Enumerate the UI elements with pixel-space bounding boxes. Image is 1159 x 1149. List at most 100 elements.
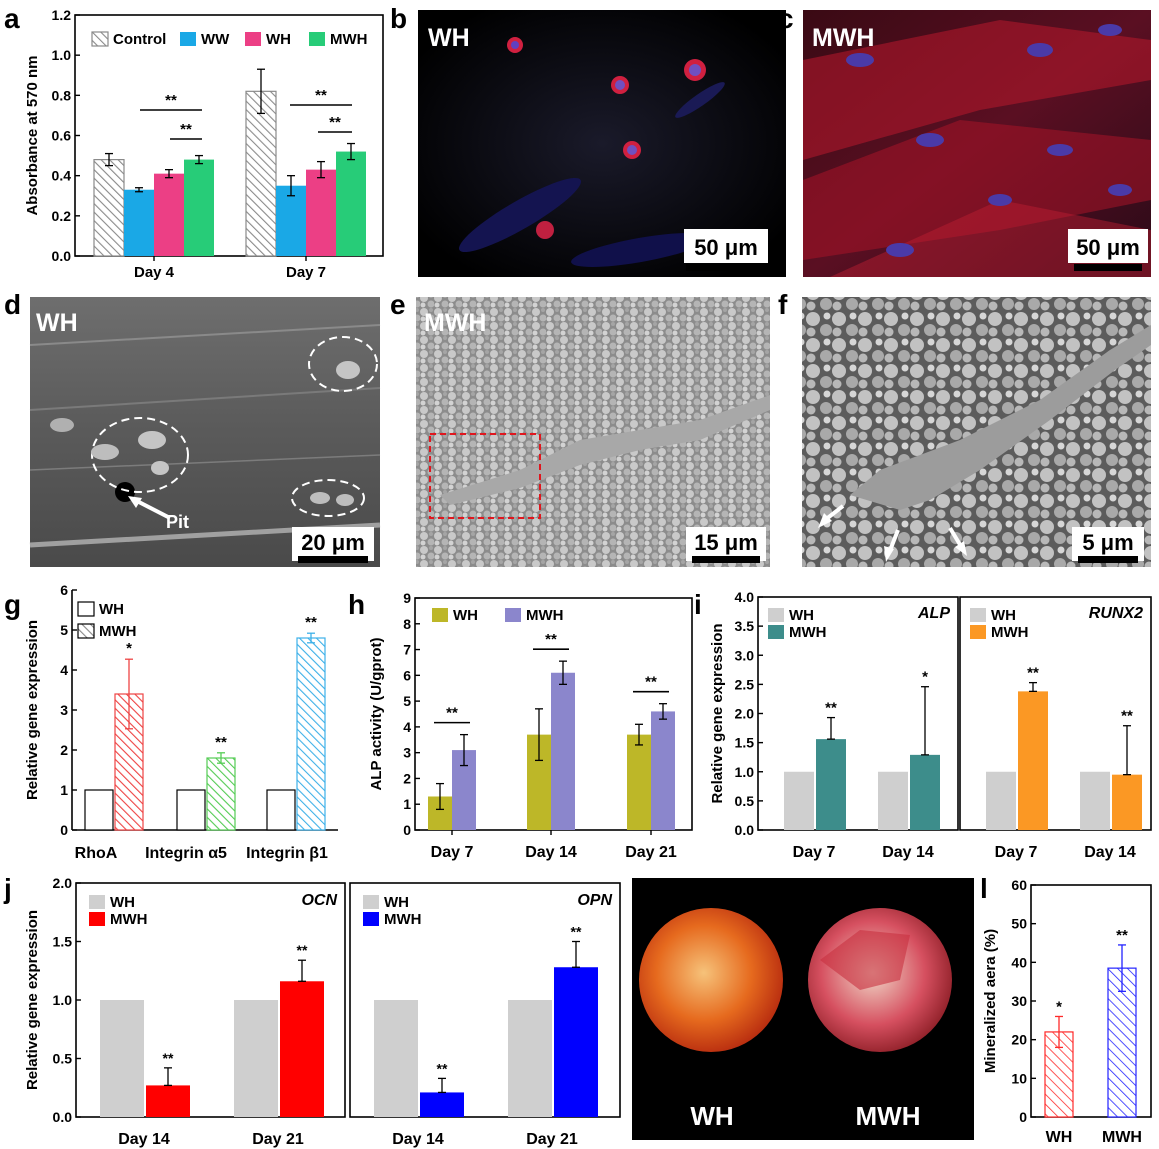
chart-j-bar-mwh bbox=[280, 981, 324, 1117]
chart-h-legend-mwh-label: MWH bbox=[526, 607, 564, 624]
chart-a-legend-ww-label: WW bbox=[201, 31, 230, 48]
chart-a-bar-wh bbox=[154, 173, 184, 256]
chart-a-x-label: Day 4 bbox=[134, 264, 175, 281]
panel-letter-h: h bbox=[348, 589, 365, 620]
chart-i-y-tick-label: 2.5 bbox=[735, 676, 755, 692]
chart-a-legend-control-swatch bbox=[91, 31, 109, 47]
chart-h-sig-bracket-label: ** bbox=[645, 674, 657, 691]
chart-l-y-tick-label: 50 bbox=[1011, 916, 1027, 932]
scale-label-box-b bbox=[684, 229, 768, 263]
image-k-left-label: WH bbox=[690, 1101, 733, 1131]
scale-bar-f bbox=[1078, 556, 1138, 563]
chart-g-sig-label: * bbox=[126, 640, 132, 657]
chart-a-sig-bracket-label: ** bbox=[180, 121, 192, 138]
chart-i-legend-mwh-swatch bbox=[970, 625, 986, 639]
scale-label-d: 20 μm bbox=[301, 530, 365, 555]
chart-j-subplot-frame bbox=[75, 882, 346, 1118]
chart-a-ylabel: Absorbance at 570 nm bbox=[24, 55, 41, 215]
chart-a-y-tick-label: 1.0 bbox=[52, 47, 72, 63]
image-e-label: MWH bbox=[424, 309, 486, 337]
chart-l-y-tick-label: 20 bbox=[1011, 1032, 1027, 1048]
chart-j-legend-wh-label: WH bbox=[110, 894, 135, 911]
chart-g-y-tick-label: 3 bbox=[60, 702, 68, 718]
chart-g-legend-wh-label: WH bbox=[99, 601, 124, 618]
chart-j-x-label: Day 14 bbox=[118, 1131, 170, 1148]
chart-j-sig-label: ** bbox=[297, 942, 308, 958]
chart-a-legend-mwh-swatch bbox=[309, 32, 325, 46]
chart-j-bar-wh bbox=[100, 1000, 144, 1117]
chart-i-y-tick-label: 3.0 bbox=[735, 647, 755, 663]
chart-g-x-label: Integrin α5 bbox=[145, 845, 227, 862]
chart-a-y-tick-label: 0.8 bbox=[52, 87, 72, 103]
chart-i-legend-wh-label: WH bbox=[789, 607, 814, 624]
scale-label-c: 50 μm bbox=[1076, 235, 1140, 260]
chart-j-sig-label: ** bbox=[437, 1060, 448, 1076]
chart-a-bar-ww bbox=[124, 189, 154, 256]
chart-a-y-tick-label: 1.2 bbox=[52, 7, 72, 23]
chart-j-subplot-title: OCN bbox=[301, 892, 337, 909]
chart-g-y-tick-label: 4 bbox=[60, 662, 68, 678]
chart-j-legend-wh-swatch bbox=[363, 895, 379, 909]
chart-g-bar-mwh bbox=[296, 637, 326, 831]
chart-i-y-tick-label: 1.0 bbox=[735, 764, 755, 780]
chart-i-bar-mwh bbox=[1018, 691, 1048, 830]
chart-i-sig-label: ** bbox=[1027, 665, 1039, 682]
pit-annotation: Pit bbox=[166, 512, 189, 532]
chart-a-legend-wh-swatch bbox=[245, 32, 261, 46]
chart-j-legend-wh-swatch bbox=[89, 895, 105, 909]
scale-bar-e bbox=[692, 556, 760, 563]
panel-letter-f: f bbox=[778, 289, 788, 320]
chart-g-legend-mwh-label: MWH bbox=[99, 623, 137, 640]
chart-a-sig-bracket-label: ** bbox=[329, 114, 341, 131]
scale-bar-d bbox=[298, 556, 368, 563]
chart-i-y-tick-label: 1.5 bbox=[735, 735, 755, 751]
chart-g-y-tick-label: 5 bbox=[60, 622, 68, 638]
chart-a-x-label: Day 7 bbox=[286, 264, 326, 281]
chart-i-sig-label: ** bbox=[1121, 708, 1133, 725]
chart-h-y-tick-label: 6 bbox=[403, 667, 411, 683]
chart-i-legend-wh-swatch bbox=[768, 608, 784, 622]
chart-g-sig-label: ** bbox=[215, 734, 227, 751]
chart-g-y-tick-label: 1 bbox=[60, 782, 68, 798]
chart-j-bar-wh bbox=[234, 1000, 278, 1117]
chart-g-bar-wh bbox=[266, 789, 296, 831]
chart-i-x-label: Day 7 bbox=[995, 844, 1038, 861]
scale-label-box-e bbox=[686, 527, 766, 561]
chart-i-bar-wh bbox=[878, 771, 908, 830]
chart-a-bar-mwh bbox=[336, 151, 366, 256]
chart-h-y-tick-label: 0 bbox=[403, 822, 411, 838]
chart-i-y-tick-label: 4.0 bbox=[735, 589, 755, 605]
chart-i-legend-mwh-label: MWH bbox=[789, 624, 827, 641]
chart-j-bar-wh bbox=[374, 1000, 418, 1117]
chart-h-y-tick-label: 9 bbox=[403, 590, 411, 606]
chart-i-subplot-frame bbox=[757, 596, 959, 831]
chart-l-sig-label: * bbox=[1056, 998, 1062, 1015]
panel-letter-d: d bbox=[4, 289, 21, 320]
chart-j-sig-label: ** bbox=[163, 1050, 174, 1066]
chart-h-legend-mwh-swatch bbox=[505, 608, 521, 622]
chart-j-x-label: Day 21 bbox=[526, 1131, 578, 1148]
scale-label-f: 5 μm bbox=[1082, 530, 1133, 555]
chart-j-ylabel: Relative gene expression bbox=[24, 910, 41, 1090]
chart-a-sig-bracket-label: ** bbox=[315, 87, 327, 104]
chart-j-y-tick-label: 0.0 bbox=[53, 1109, 73, 1125]
chart-j-y-tick-label: 1.5 bbox=[53, 934, 73, 950]
scale-label-e: 15 μm bbox=[694, 530, 758, 555]
chart-g-y-tick-label: 6 bbox=[60, 582, 68, 598]
chart-g-x-label: RhoA bbox=[75, 845, 118, 862]
chart-a-legend-ww-swatch bbox=[180, 32, 196, 46]
chart-h-y-tick-label: 5 bbox=[403, 693, 411, 709]
chart-j-bar-mwh bbox=[420, 1092, 464, 1117]
chart-a-sig-bracket-label: ** bbox=[165, 92, 177, 109]
chart-h-legend-wh-label: WH bbox=[453, 607, 478, 624]
chart-h-y-tick-label: 1 bbox=[403, 796, 411, 812]
panel-letter-e: e bbox=[390, 289, 406, 320]
chart-i-bar-wh bbox=[784, 771, 814, 830]
alizarin-staining-image bbox=[632, 878, 974, 1140]
chart-i-legend-wh-swatch bbox=[970, 608, 986, 622]
scale-bar-c bbox=[1074, 264, 1142, 271]
chart-g-bar-wh bbox=[176, 789, 206, 831]
chart-l-y-tick-label: 30 bbox=[1011, 993, 1027, 1009]
chart-i-legend-mwh-swatch bbox=[768, 625, 784, 639]
